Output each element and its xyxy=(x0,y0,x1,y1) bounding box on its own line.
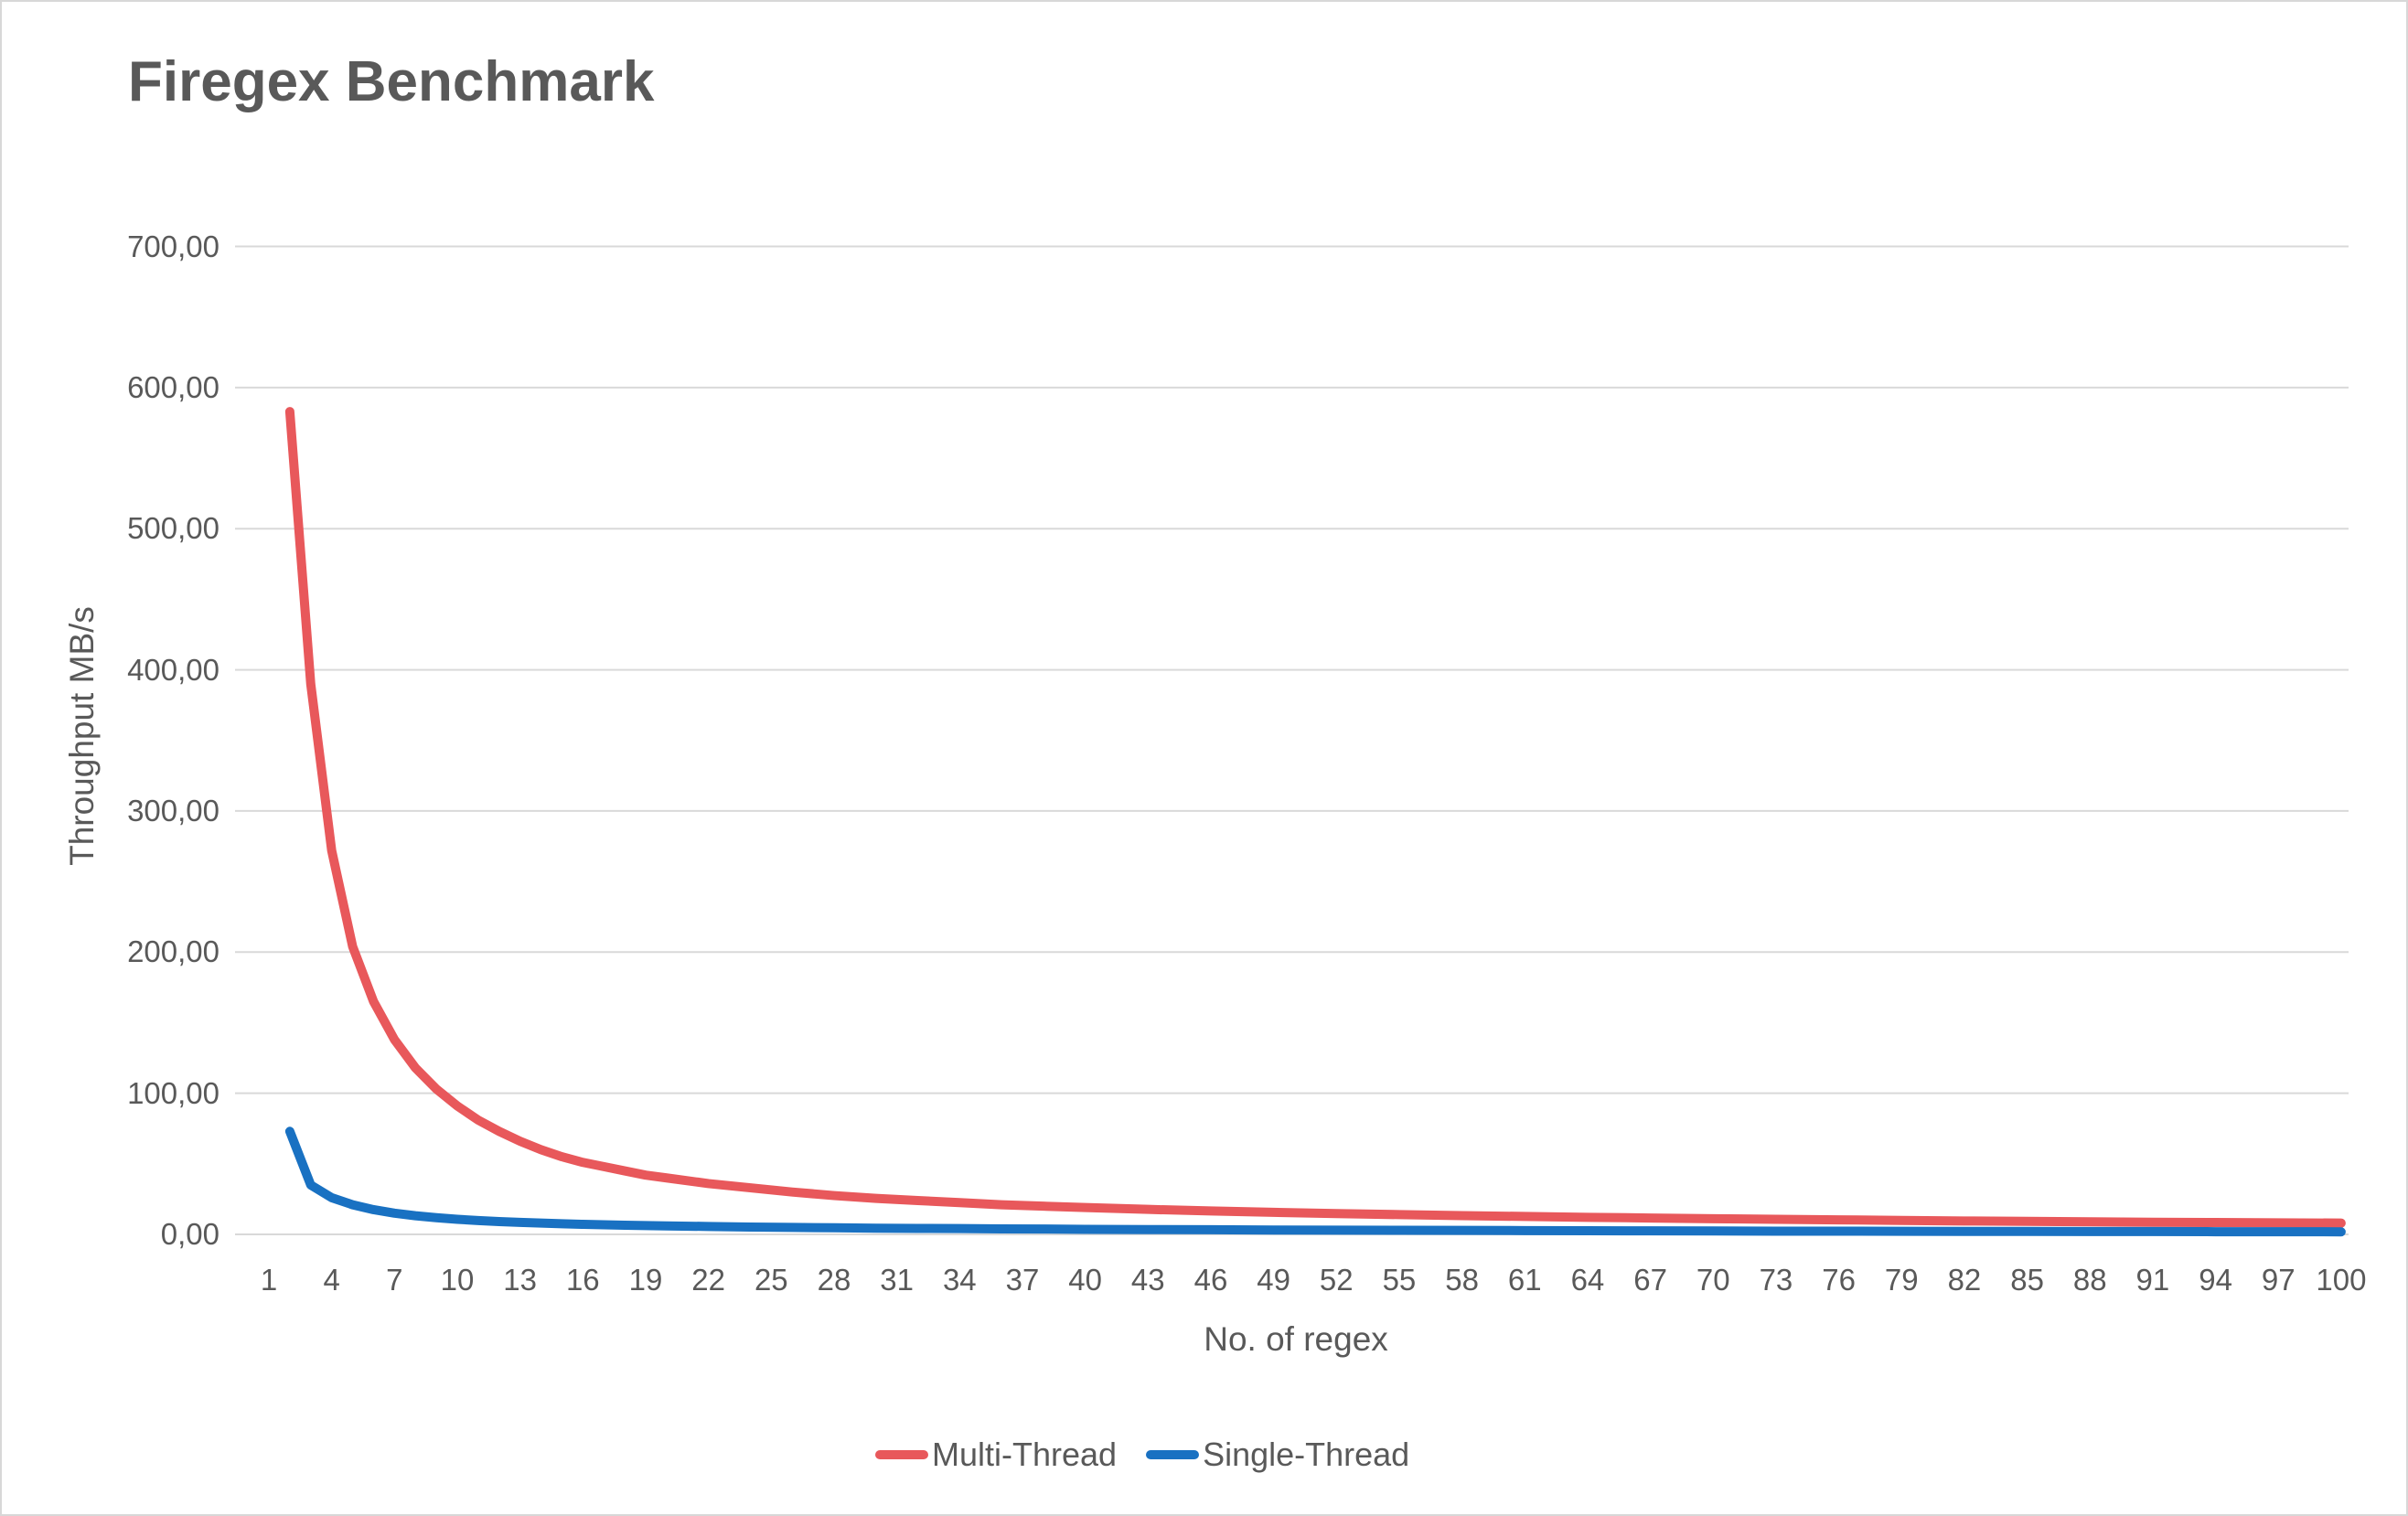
y-tick-label: 200,00 xyxy=(127,934,219,969)
series-line-multi-thread xyxy=(284,407,2346,1228)
y-tick-label: 0,00 xyxy=(160,1217,219,1251)
x-tick-label: 1 xyxy=(260,1263,278,1297)
y-tick-label: 100,00 xyxy=(127,1075,219,1110)
x-tick-label: 70 xyxy=(1696,1263,1730,1297)
x-tick-label: 13 xyxy=(503,1263,537,1297)
x-tick-label: 19 xyxy=(628,1263,663,1297)
x-tick-label: 58 xyxy=(1445,1263,1479,1297)
x-tick-label: 25 xyxy=(754,1263,788,1297)
x-tick-label: 7 xyxy=(386,1263,403,1297)
legend-line-swatch xyxy=(1146,1450,1200,1459)
y-tick-label: 600,00 xyxy=(127,369,219,404)
x-tick-label: 73 xyxy=(1759,1263,1793,1297)
legend-label: Single-Thread xyxy=(1203,1436,1410,1473)
x-tick-label: 97 xyxy=(2261,1263,2296,1297)
legend-item: Single-Thread xyxy=(1146,1434,1409,1476)
x-tick-label: 88 xyxy=(2072,1263,2107,1297)
series-line-single-thread xyxy=(284,1126,2346,1237)
y-tick-label: 500,00 xyxy=(127,511,219,546)
x-tick-label: 52 xyxy=(1319,1263,1354,1297)
legend-label: Multi-Thread xyxy=(932,1436,1118,1473)
x-tick-label: 67 xyxy=(1633,1263,1667,1297)
x-tick-label: 43 xyxy=(1130,1263,1165,1297)
x-tick-label: 82 xyxy=(1947,1263,1982,1297)
x-tick-label: 94 xyxy=(2199,1263,2232,1297)
x-tick-label: 91 xyxy=(2135,1263,2170,1297)
y-tick-label: 700,00 xyxy=(127,229,219,263)
x-tick-label: 31 xyxy=(880,1263,914,1297)
x-tick-label: 4 xyxy=(323,1263,340,1297)
x-tick-label: 28 xyxy=(817,1263,851,1297)
legend-line-swatch xyxy=(875,1450,928,1459)
chart-title: Firegex Benchmark xyxy=(128,50,655,113)
chart-legend: Multi-Thread Single-Thread xyxy=(875,1434,1409,1476)
y-tick-label: 300,00 xyxy=(127,793,219,827)
x-tick-label: 10 xyxy=(440,1263,475,1297)
y-axis-title: Throughput MB/s xyxy=(63,606,101,866)
x-tick-label: 61 xyxy=(1507,1263,1542,1297)
x-tick-label: 37 xyxy=(1005,1263,1040,1297)
x-tick-label: 100 xyxy=(2316,1263,2367,1297)
x-tick-label: 85 xyxy=(2010,1263,2044,1297)
x-axis-title: No. of regex xyxy=(1204,1320,1388,1358)
x-tick-label: 34 xyxy=(942,1263,977,1297)
x-tick-label: 22 xyxy=(691,1263,725,1297)
legend-item: Multi-Thread xyxy=(875,1434,1117,1476)
x-tick-label: 55 xyxy=(1382,1263,1417,1297)
x-tick-label: 40 xyxy=(1068,1263,1102,1297)
x-tick-label: 49 xyxy=(1257,1263,1290,1297)
x-tick-label: 16 xyxy=(565,1263,600,1297)
x-tick-label: 79 xyxy=(1884,1263,1919,1297)
x-tick-label: 76 xyxy=(1822,1263,1856,1297)
x-tick-label: 46 xyxy=(1193,1263,1228,1297)
y-tick-label: 400,00 xyxy=(127,652,219,687)
x-tick-label: 64 xyxy=(1570,1263,1605,1297)
